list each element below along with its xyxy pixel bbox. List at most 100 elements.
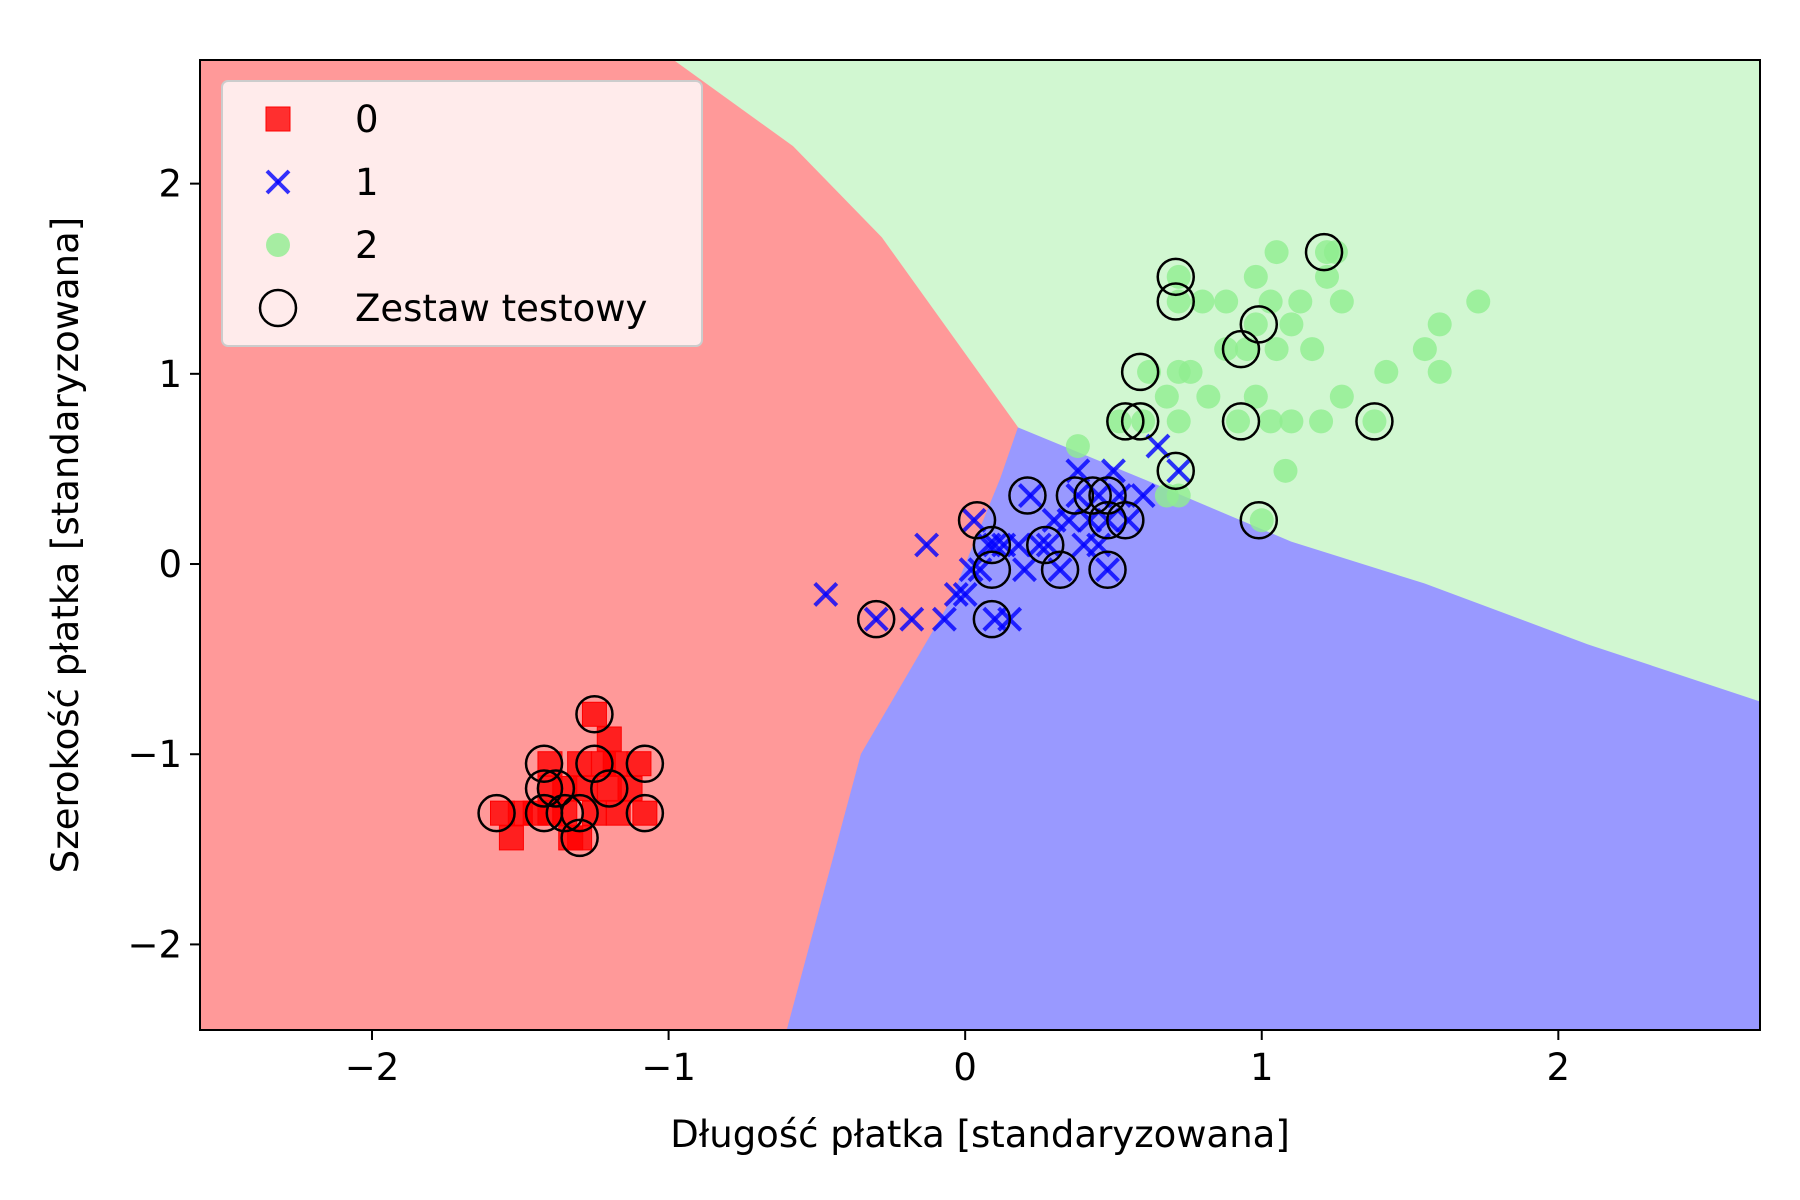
point-zestaw-testowy xyxy=(957,501,997,540)
point-zestaw-testowy xyxy=(1025,525,1065,565)
point-0 xyxy=(581,701,607,727)
legend-entry: Zestaw testowy xyxy=(258,287,647,330)
point-1 xyxy=(1145,433,1171,459)
point-zestaw-testowy xyxy=(1120,402,1160,441)
point-zestaw-testowy xyxy=(1120,352,1160,392)
point-zestaw-testowy xyxy=(1106,501,1145,540)
point-1 xyxy=(899,606,925,632)
legend-marker xyxy=(265,106,291,132)
point-2 xyxy=(1362,409,1387,434)
point-2 xyxy=(1329,289,1354,314)
legend: 0 1 2 Zestaw testowy xyxy=(221,80,703,347)
point-zestaw-testowy xyxy=(856,599,896,639)
point-1 xyxy=(1095,557,1120,583)
point-zestaw-testowy xyxy=(1073,476,1112,515)
y-tick-label: −2 xyxy=(127,923,182,966)
point-zestaw-testowy xyxy=(972,525,1012,565)
x-tick-label: −1 xyxy=(641,1046,696,1089)
point-1 xyxy=(813,582,839,607)
legend-entry: 1 xyxy=(265,161,379,204)
point-zestaw-testowy xyxy=(1239,501,1279,540)
point-zestaw-testowy xyxy=(524,769,564,808)
legend-box xyxy=(221,80,703,347)
point-zestaw-testowy xyxy=(625,793,665,833)
point-2 xyxy=(1154,384,1179,409)
x-axis-ticks: −2 −1 0 1 2 xyxy=(345,1030,1570,1089)
point-2 xyxy=(1166,409,1191,434)
y-tick-label: 0 xyxy=(158,543,182,586)
legend-label: 2 xyxy=(355,224,379,267)
point-2 xyxy=(1258,409,1283,434)
legend-label: Zestaw testowy xyxy=(355,287,647,330)
point-2 xyxy=(1323,240,1348,265)
point-zestaw-testowy xyxy=(1156,282,1195,321)
point-zestaw-testowy xyxy=(1304,232,1344,272)
point-zestaw-testowy xyxy=(625,744,665,783)
y-axis-label: Szerokość płatka [standaryzowana] xyxy=(44,217,87,873)
point-zestaw-testowy xyxy=(1055,476,1095,515)
point-1 xyxy=(943,582,969,607)
point-zestaw-testowy xyxy=(972,550,1012,589)
point-2 xyxy=(1273,458,1298,483)
point-1 xyxy=(961,507,987,533)
point-1 xyxy=(1065,483,1091,508)
point-1 xyxy=(1115,507,1141,533)
point-zestaw-testowy xyxy=(1239,305,1279,344)
point-1 xyxy=(1026,532,1052,558)
point-1 xyxy=(863,606,889,632)
point-zestaw-testowy xyxy=(1156,451,1195,491)
point-2 xyxy=(1226,409,1251,434)
point-zestaw-testowy xyxy=(1106,402,1145,441)
point-1 xyxy=(931,606,957,632)
point-1 xyxy=(1166,458,1192,484)
point-zestaw-testowy xyxy=(1008,476,1047,515)
y-tick-label: −1 xyxy=(127,733,182,776)
point-zestaw-testowy xyxy=(560,818,599,858)
point-2 xyxy=(1065,434,1090,459)
point-1 xyxy=(952,582,978,607)
point-2 xyxy=(1243,264,1268,289)
point-zestaw-testowy xyxy=(1156,257,1195,297)
y-tick-label: 2 xyxy=(158,163,182,206)
x-axis-label: Długość płatka [standaryzowana] xyxy=(670,1113,1290,1156)
point-0 xyxy=(626,751,652,777)
point-2 xyxy=(1279,312,1304,337)
point-2 xyxy=(1243,312,1268,337)
point-zestaw-testowy xyxy=(545,793,585,833)
point-1 xyxy=(958,557,984,583)
point-zestaw-testowy xyxy=(1040,550,1080,589)
point-1 xyxy=(1006,532,1031,558)
legend-marker xyxy=(258,288,298,328)
legend-marker xyxy=(266,233,290,257)
point-zestaw-testowy xyxy=(590,769,629,808)
point-2 xyxy=(1178,359,1203,384)
point-2 xyxy=(1234,337,1259,362)
point-0 xyxy=(498,825,524,851)
legend-marker xyxy=(265,169,291,195)
point-1 xyxy=(1012,557,1037,583)
legend-label: 0 xyxy=(355,98,379,141)
point-zestaw-testowy xyxy=(972,599,1012,639)
plot-frame xyxy=(199,59,1761,1031)
point-2 xyxy=(1412,337,1437,362)
point-zestaw-testowy xyxy=(1088,501,1127,540)
point-2 xyxy=(1137,359,1162,384)
point-2 xyxy=(1427,312,1452,337)
point-2 xyxy=(1300,337,1325,362)
point-2 xyxy=(1264,240,1289,265)
data-points xyxy=(477,232,1491,858)
point-zestaw-testowy xyxy=(1088,550,1127,589)
point-2 xyxy=(1374,359,1399,384)
decision-region-class-2 xyxy=(673,60,1760,702)
point-zestaw-testowy xyxy=(575,695,614,734)
point-2 xyxy=(1214,337,1239,362)
point-2 xyxy=(1427,359,1452,384)
y-axis-ticks: −2 −1 0 1 2 xyxy=(127,163,200,966)
point-2 xyxy=(1329,384,1354,409)
legend-label: 1 xyxy=(355,161,379,204)
point-1 xyxy=(1018,483,1043,508)
x-tick-label: 0 xyxy=(953,1046,977,1089)
x-tick-label: −2 xyxy=(345,1046,400,1089)
point-zestaw-testowy xyxy=(477,793,516,833)
